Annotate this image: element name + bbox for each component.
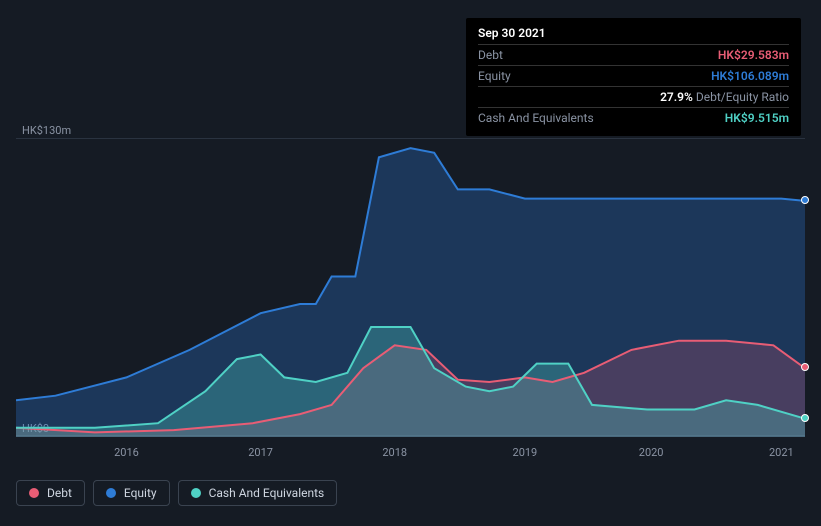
tooltip-row: Equity HK$106.089m [478,65,789,86]
legend-label: Equity [124,486,157,500]
legend-dot-icon [191,488,201,498]
legend-item-equity[interactable]: Equity [93,480,170,506]
x-axis-label: 2019 [495,446,555,459]
legend-dot-icon [106,488,116,498]
x-axis-label: 2016 [96,446,156,459]
tooltip-row: Debt HK$29.583m [478,44,789,65]
y-axis-max-label: HK$130m [22,124,71,137]
tooltip-date: Sep 30 2021 [478,26,789,40]
debt-end-marker [801,363,809,371]
legend-item-debt[interactable]: Debt [16,480,85,506]
chart-area[interactable] [16,138,805,436]
x-axis-label: 2018 [365,446,425,459]
legend-label: Debt [47,486,72,500]
tooltip-row: Cash And Equivalents HK$9.515m [478,107,789,128]
x-axis-label: 2021 [751,446,811,459]
x-axis-label: 2017 [231,446,291,459]
cash-end-marker [801,414,809,422]
legend: Debt Equity Cash And Equivalents [16,480,337,506]
legend-label: Cash And Equivalents [209,486,325,500]
tooltip-card: Sep 30 2021 Debt HK$29.583m Equity HK$10… [466,18,801,136]
equity-end-marker [801,196,809,204]
area-chart-svg [16,139,805,437]
legend-item-cash-and-equivalents[interactable]: Cash And Equivalents [178,480,338,506]
x-axis-label: 2020 [621,446,681,459]
legend-dot-icon [29,488,39,498]
tooltip-row-ratio: 27.9% Debt/Equity Ratio [478,86,789,107]
